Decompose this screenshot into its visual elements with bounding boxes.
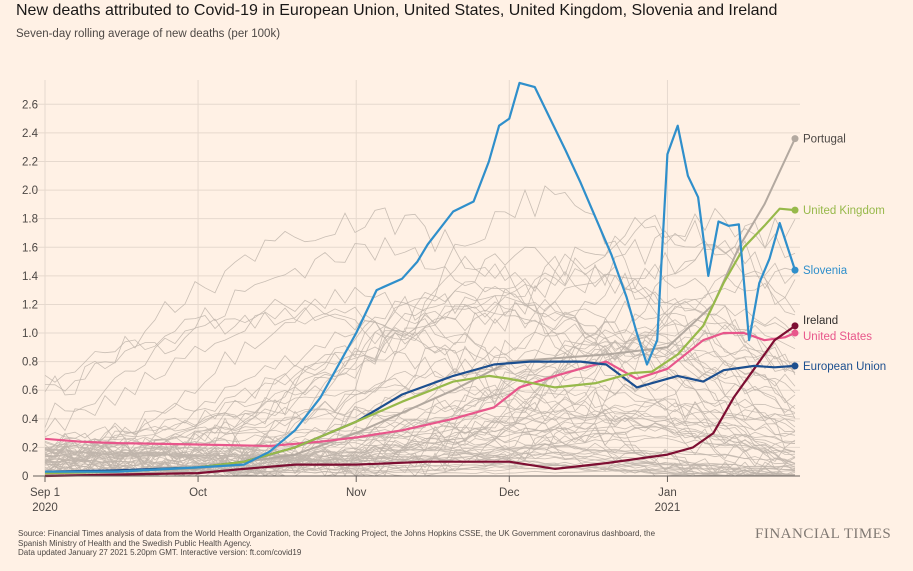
series-line-ireland xyxy=(44,324,796,478)
x-tick-label: Nov xyxy=(346,487,367,499)
series-line-united-states xyxy=(44,331,796,448)
axes: 0 0.2 0.4 0.6 0.8 1.0 1.2 1.4 1.6 1.8 2.0 2.2 2.4 2.6… xyxy=(22,99,800,514)
background-country-line xyxy=(45,290,796,477)
source-note: Source: Financial Times analysis of data… xyxy=(18,529,738,558)
background-country-lines xyxy=(44,185,796,477)
background-country-line xyxy=(44,414,796,456)
series-endpoint-united-kingdom xyxy=(791,206,799,214)
background-country-line xyxy=(44,405,796,454)
background-country-line xyxy=(44,230,796,477)
background-country-line xyxy=(44,185,796,477)
series-endpoint-european-union xyxy=(791,362,799,370)
y-tick-label: 0 xyxy=(22,471,28,483)
y-tick-label: 0.2 xyxy=(22,442,38,454)
y-tick-label: 2.2 xyxy=(22,156,38,168)
series-line-portugal xyxy=(44,138,796,475)
series-label-portugal: Portugal xyxy=(803,134,846,146)
update-line: Data updated January 27 2021 5.20pm GMT.… xyxy=(18,548,302,557)
highlighted-series xyxy=(44,81,799,478)
background-country-line xyxy=(44,447,795,477)
background-country-line xyxy=(44,207,796,462)
y-tick-label: 2.6 xyxy=(22,99,38,111)
series-label-european-union: European Union xyxy=(803,361,886,373)
background-country-line xyxy=(44,456,796,476)
background-country-line xyxy=(44,271,796,462)
y-tick-label: 2.0 xyxy=(22,185,38,197)
series-endpoint-portugal xyxy=(791,135,799,143)
x-tick-label: Jan xyxy=(658,487,677,499)
x-tick-sublabel: 2021 xyxy=(655,502,681,514)
series-labels: Portugal United States Ireland European Uni… xyxy=(803,134,886,373)
source-line: Spanish Ministry of Health and the Swedi… xyxy=(18,538,252,548)
y-tick-label: 0.8 xyxy=(22,357,38,369)
ft-logo: FINANCIAL TIMES xyxy=(755,526,892,542)
background-country-line xyxy=(44,307,796,468)
background-country-line xyxy=(44,309,796,455)
y-tick-label: 1.2 xyxy=(22,299,38,311)
source-line: Source: Financial Times analysis of data… xyxy=(18,529,656,538)
x-tick-label: Dec xyxy=(499,487,520,499)
series-endpoint-united-states xyxy=(791,329,799,337)
y-tick-label: 0.4 xyxy=(22,414,39,426)
x-tick-label: Oct xyxy=(189,487,208,499)
y-tick-label: 2.4 xyxy=(22,128,39,140)
background-country-line xyxy=(44,403,796,465)
x-tick-sublabel: 2020 xyxy=(32,502,58,514)
background-country-line xyxy=(44,268,796,464)
series-endpoint-ireland xyxy=(791,322,799,330)
series-endpoint-slovenia xyxy=(791,266,799,274)
background-country-line xyxy=(44,244,796,477)
series-line-slovenia xyxy=(45,81,797,473)
background-country-line xyxy=(44,344,796,463)
y-tick-label: 1.6 xyxy=(22,242,38,254)
chart-title: New deaths attributed to Covid-19 in Eur… xyxy=(16,2,778,19)
series-label-united-kingdom: United Kingdom xyxy=(803,205,885,217)
x-tick-label: Sep 1 xyxy=(30,487,60,499)
background-country-line xyxy=(44,445,796,475)
chart-subtitle: Seven-day rolling average of new deaths … xyxy=(16,28,281,40)
background-country-line xyxy=(44,414,796,477)
background-country-line xyxy=(44,406,796,476)
background-country-line xyxy=(44,217,796,477)
background-country-line xyxy=(44,383,796,454)
series-label-slovenia: Slovenia xyxy=(803,265,848,277)
y-tick-label: 1.0 xyxy=(22,328,38,340)
series-label-ireland: Ireland xyxy=(803,315,838,327)
y-tick-label: 0.6 xyxy=(22,385,38,397)
series-label-united-states: United States xyxy=(803,331,872,343)
y-tick-label: 1.8 xyxy=(22,214,38,226)
y-tick-label: 1.4 xyxy=(22,271,39,283)
background-country-line xyxy=(44,296,796,476)
